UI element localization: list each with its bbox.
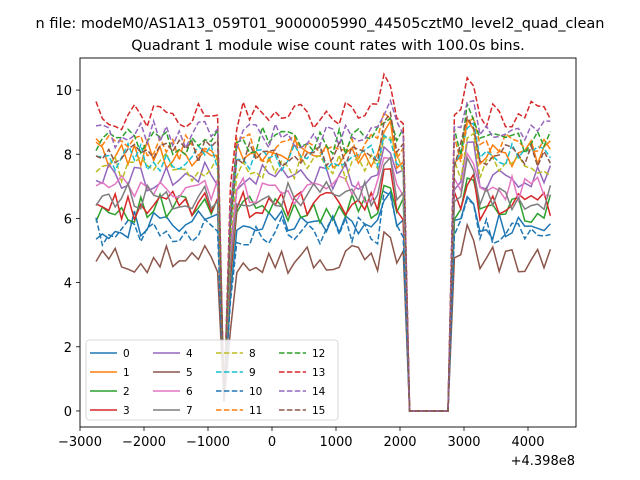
chart-title: Quadrant 1 module wise count rates with … <box>131 38 525 54</box>
legend-label-3: 3 <box>123 405 130 417</box>
legend-box <box>85 339 339 421</box>
x-tick-label: 4000 <box>511 435 544 450</box>
legend-label-11: 11 <box>249 405 262 417</box>
series-line-13 <box>95 72 552 412</box>
series-lines <box>95 72 552 412</box>
series-line-11 <box>95 111 552 412</box>
legend-label-14: 14 <box>312 386 326 398</box>
legend-label-1: 1 <box>123 367 130 379</box>
x-tick-label: −2000 <box>122 435 166 450</box>
legend-label-13: 13 <box>312 367 325 379</box>
y-tick-label: 10 <box>55 84 72 99</box>
legend-label-0: 0 <box>123 348 130 360</box>
legend-label-6: 6 <box>186 386 193 398</box>
series-line-14 <box>95 98 551 412</box>
y-tick-label: 2 <box>64 341 72 356</box>
legend-label-8: 8 <box>249 348 256 360</box>
legend-label-12: 12 <box>312 348 325 360</box>
legend-label-10: 10 <box>249 386 262 398</box>
x-axis-ticks: −3000 −2000 −1000 0 1000 2000 3000 4000 <box>58 427 545 450</box>
x-tick-label: −3000 <box>58 435 102 450</box>
series-line-7 <box>95 155 552 412</box>
series-line-10 <box>95 190 551 412</box>
y-tick-label: 8 <box>64 148 72 163</box>
y-tick-label: 0 <box>64 405 72 420</box>
legend-label-5: 5 <box>186 367 193 379</box>
legend-label-15: 15 <box>312 405 325 417</box>
x-tick-label: 3000 <box>447 435 480 450</box>
x-tick-label: 0 <box>268 435 276 450</box>
series-line-9 <box>95 121 552 412</box>
series-line-3 <box>95 168 552 412</box>
x-tick-label: 1000 <box>319 435 352 450</box>
plot-area-frame <box>79 57 577 428</box>
legend-label-7: 7 <box>186 405 193 417</box>
x-tick-label: 2000 <box>383 435 416 450</box>
y-tick-label: 4 <box>64 277 72 292</box>
legend-label-2: 2 <box>123 386 130 398</box>
legend-label-9: 9 <box>249 367 256 379</box>
legend-label-4: 4 <box>186 348 193 360</box>
series-line-12 <box>95 103 552 412</box>
y-tick-label: 6 <box>64 212 72 227</box>
y-axis-ticks: 0 2 4 6 8 10 <box>55 84 80 420</box>
series-line-4 <box>95 141 552 412</box>
series-line-5 <box>95 222 552 412</box>
chart-suptitle: n file: modeM0/AS1A13_059T01_9000005990_… <box>36 16 605 32</box>
x-offset-label: +4.398e8 <box>511 454 575 469</box>
x-tick-label: −1000 <box>186 435 230 450</box>
